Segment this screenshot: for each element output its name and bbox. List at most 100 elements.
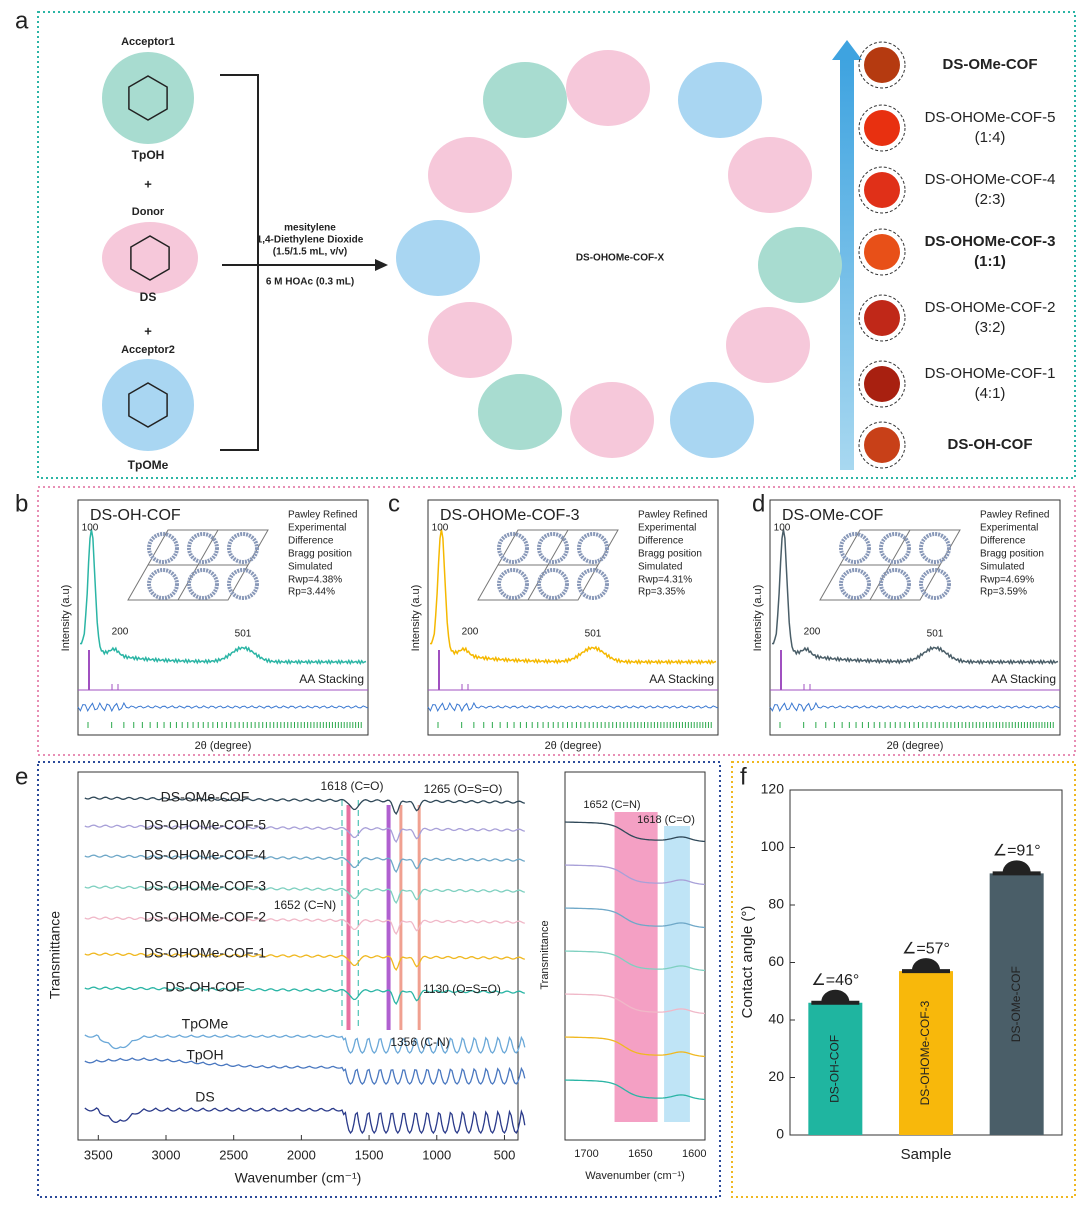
structure-pore xyxy=(187,532,219,564)
band-annotation: 1130 (O=S=O) xyxy=(423,982,501,996)
spectrum-name: DS xyxy=(195,1089,214,1105)
x-tick-label: 2000 xyxy=(287,1147,316,1162)
plot-frame xyxy=(77,771,519,1141)
legend-entry: Bragg position xyxy=(980,549,1044,560)
structure-pore xyxy=(497,568,529,600)
spectrum-name: DS-OH-COF xyxy=(165,979,244,995)
spectrum-curve xyxy=(84,1057,526,1085)
category-label: DS-OMe-COF xyxy=(1009,966,1023,1042)
droplet xyxy=(1002,860,1031,873)
rwp: Rwp=4.69% xyxy=(980,575,1034,586)
building-block xyxy=(478,374,562,450)
xrd-title: DS-OMe-COF xyxy=(782,507,884,524)
sample-photo xyxy=(864,47,900,83)
band-annotation: 1356 (C-N) xyxy=(390,1035,449,1049)
x-tick-label: 1000 xyxy=(422,1147,451,1162)
band-annotation: 1265 (O=S=O) xyxy=(424,782,503,796)
acceptor2-ring xyxy=(102,359,194,451)
structure-pore xyxy=(537,532,569,564)
y-axis-label: Intensity (a.u) xyxy=(410,585,422,652)
rwp: Rwp=4.38% xyxy=(288,575,342,586)
legend-entry: Difference xyxy=(288,536,334,547)
peak-label: 200 xyxy=(462,627,479,638)
legend-entry: Simulated xyxy=(288,562,332,573)
sample-photo xyxy=(864,172,900,208)
panel-letter: d xyxy=(752,490,765,517)
structure-pore xyxy=(147,568,179,600)
spectrum-curve xyxy=(84,986,525,1005)
structure-pore xyxy=(577,532,609,564)
difference-curve xyxy=(77,701,369,713)
legend-entry: Simulated xyxy=(980,562,1024,573)
spectrum-curve xyxy=(84,854,525,873)
spectrum-name: DS-OHOMe-COF-1 xyxy=(144,945,266,961)
droplet xyxy=(821,989,850,1002)
y-tick-label: 100 xyxy=(761,838,785,854)
y-tick-label: 80 xyxy=(768,896,784,912)
difference-curve xyxy=(427,701,719,713)
peak-label: 501 xyxy=(927,629,944,640)
structure-pore xyxy=(187,568,219,600)
panel-letter: c xyxy=(388,490,400,517)
legend-entry: Pawley Refined xyxy=(638,510,707,521)
inset-curve xyxy=(564,864,706,886)
legend-entry: Experimental xyxy=(638,523,696,534)
xrd-title: DS-OH-COF xyxy=(90,507,181,524)
y-tick-label: 40 xyxy=(768,1011,784,1027)
sample-name: DS-OHOMe-COF-1 xyxy=(925,365,1056,382)
xrd-title: DS-OHOMe-COF-3 xyxy=(440,507,580,524)
rp: Rp=3.35% xyxy=(638,587,685,598)
scheme-label: Acceptor2 xyxy=(121,344,175,356)
category-label: DS-OHOMe-COF-3 xyxy=(918,1000,932,1105)
structure-grid xyxy=(819,529,961,601)
panel-f-frame xyxy=(731,761,1076,1198)
arrow-head xyxy=(375,259,388,271)
panel-letter: b xyxy=(15,490,28,517)
structure-pore xyxy=(919,568,951,600)
structure-pore xyxy=(919,532,951,564)
building-block xyxy=(758,227,842,303)
structure-pore xyxy=(497,532,529,564)
sample-photo-frame xyxy=(858,421,906,469)
building-block xyxy=(728,137,812,213)
condition: (1.5/1.5 mL, v/v) xyxy=(273,247,347,258)
x-axis-label: 2θ (degree) xyxy=(545,740,602,752)
structure-pore xyxy=(839,568,871,600)
spectrum-name: TpOH xyxy=(186,1047,223,1063)
y-axis-label: Intensity (a.u) xyxy=(60,585,72,652)
spectrum-name: DS-OHOMe-COF-3 xyxy=(144,878,266,894)
y-axis-label: Transmittance xyxy=(539,920,551,989)
sample-photo-frame xyxy=(858,294,906,342)
inset-curve xyxy=(564,1036,706,1058)
legend-entry: Bragg position xyxy=(288,549,352,560)
x-tick-label: 1700 xyxy=(574,1148,598,1160)
panel-a-frame xyxy=(37,11,1076,479)
structure-pore xyxy=(839,532,871,564)
sample-photo-frame xyxy=(858,41,906,89)
x-tick-label: 500 xyxy=(494,1147,516,1162)
acceptor1-ring xyxy=(102,52,194,144)
structure-pore xyxy=(879,568,911,600)
inset-curve xyxy=(564,821,706,843)
condition: 6 M HOAc (0.3 mL) xyxy=(266,277,354,288)
building-block xyxy=(428,302,512,378)
panel-letter: a xyxy=(15,7,29,34)
y-tick-label: 120 xyxy=(761,781,785,797)
legend-entry: Difference xyxy=(980,536,1026,547)
y-axis-label: Intensity (a.u) xyxy=(752,585,764,652)
band-annotation: 1618 (C=O) xyxy=(320,779,383,793)
spectrum-curve xyxy=(84,952,525,971)
legend-entry: Bragg position xyxy=(638,549,702,560)
x-tick-label: 1500 xyxy=(355,1147,384,1162)
value-label: ∠=57° xyxy=(902,940,950,957)
building-block xyxy=(396,220,480,296)
sample-name: DS-OMe-COF xyxy=(943,56,1038,73)
experimental-curve xyxy=(79,529,367,666)
bar xyxy=(899,971,953,1135)
donor-ring xyxy=(102,222,198,294)
spectrum-curve xyxy=(84,885,525,904)
building-block xyxy=(428,137,512,213)
sample-photo-frame xyxy=(858,228,906,276)
molecule-skeleton xyxy=(128,75,168,121)
